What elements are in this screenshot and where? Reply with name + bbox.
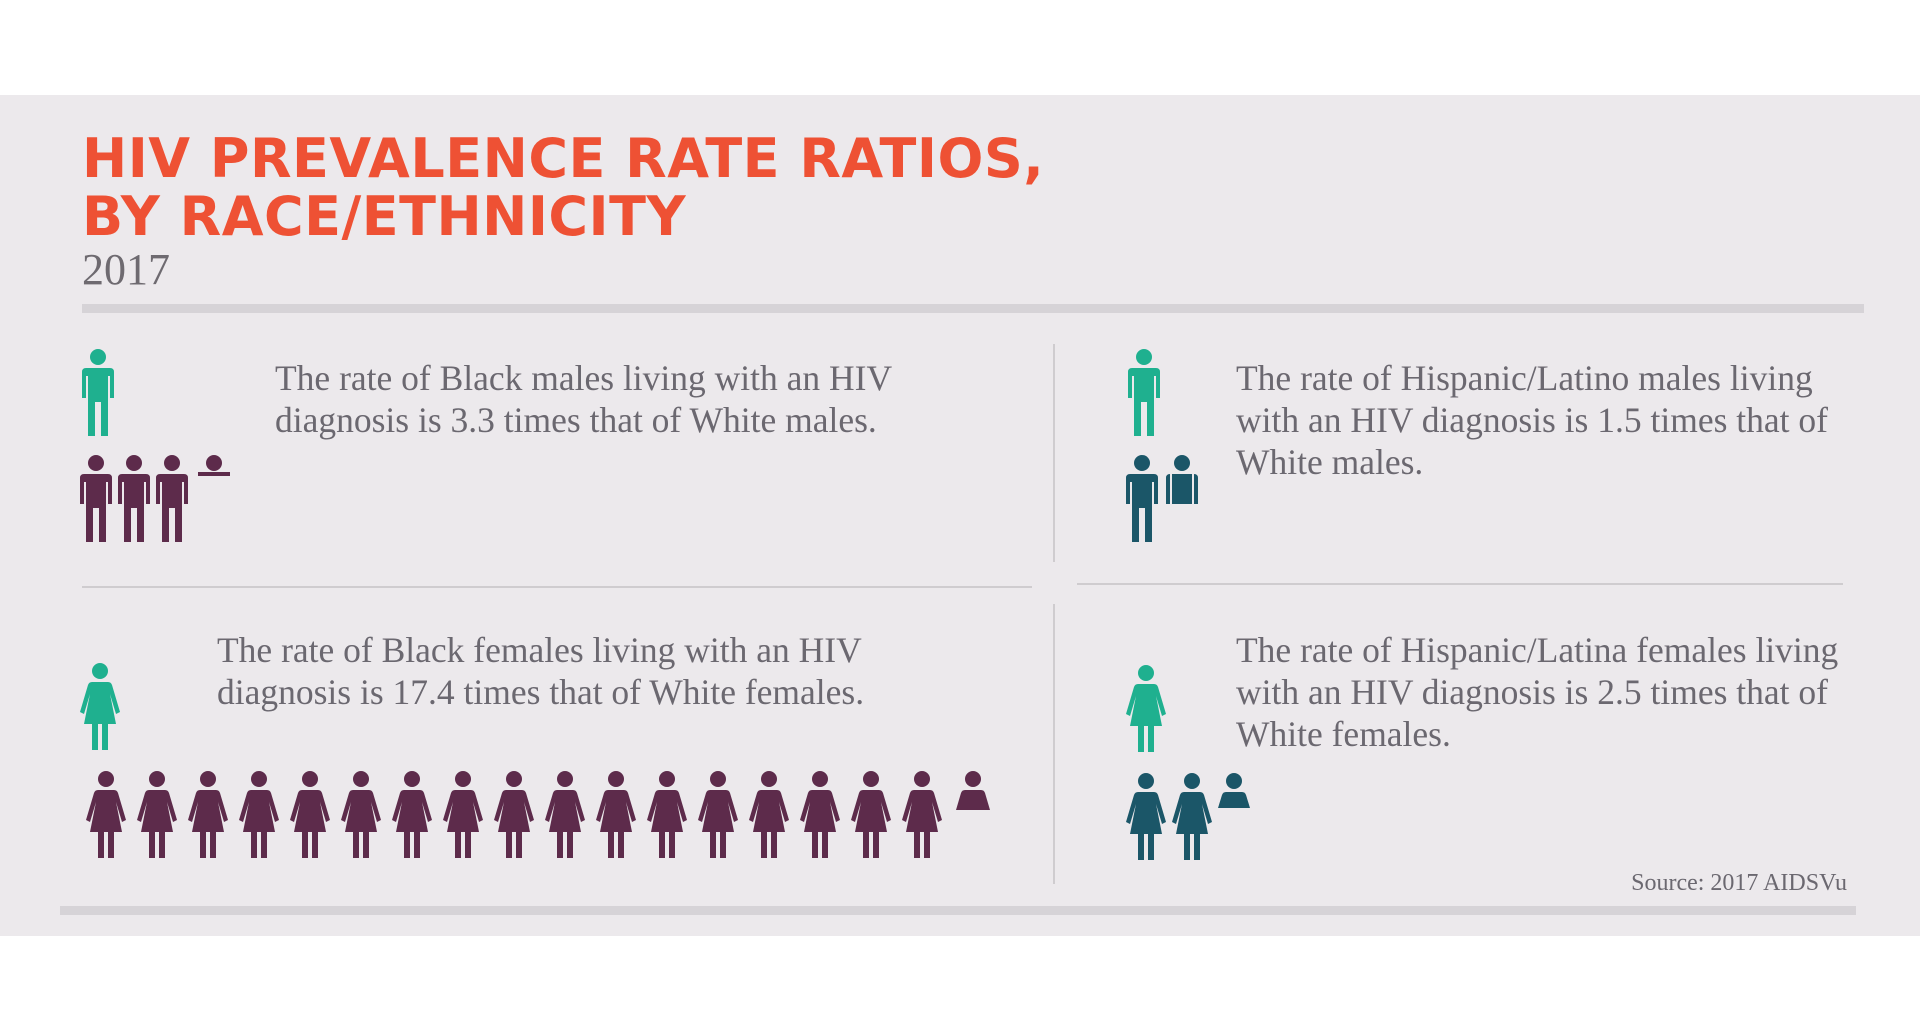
white-male-icon xyxy=(1128,349,1160,436)
icons-black-females xyxy=(80,663,990,858)
title-line-2: BY RACE/ETHNICITY xyxy=(82,185,687,248)
hispanic-female-partial-icon xyxy=(1218,773,1250,808)
black-female-partial-icon xyxy=(956,771,990,810)
statement-hispanic-females: The rate of Hispanic/Latina females livi… xyxy=(1236,630,1839,754)
black-female-icon xyxy=(596,771,636,858)
black-female-icon xyxy=(698,771,738,858)
title-line-1: HIV PREVALENCE RATE RATIOS, xyxy=(82,127,1045,190)
footer-divider xyxy=(60,906,1856,915)
statement-black-males: The rate of Black males living with an H… xyxy=(275,358,892,440)
black-female-icon xyxy=(137,771,177,858)
black-female-icon xyxy=(188,771,228,858)
black-female-icon xyxy=(494,771,534,858)
white-female-icon xyxy=(80,663,120,750)
black-male-icon-1 xyxy=(80,455,112,542)
black-female-icon xyxy=(902,771,942,858)
black-female-icon xyxy=(647,771,687,858)
black-female-icon xyxy=(341,771,381,858)
black-male-partial-icon xyxy=(198,455,230,476)
icons-hispanic-males xyxy=(1126,349,1198,542)
black-female-icon xyxy=(392,771,432,858)
black-female-icon xyxy=(443,771,483,858)
black-male-icon-2 xyxy=(118,455,150,542)
horizontal-divider-left xyxy=(82,586,1032,588)
white-female-icon xyxy=(1126,665,1166,752)
vertical-divider-bottom xyxy=(1053,604,1055,884)
white-male-icon xyxy=(82,349,114,436)
statement-black-females: The rate of Black females living with an… xyxy=(217,630,865,712)
hispanic-male-icon-1 xyxy=(1126,455,1158,542)
source-note: Source: 2017 AIDSVu xyxy=(1631,870,1847,896)
black-female-icon xyxy=(800,771,840,858)
icons-black-males xyxy=(80,349,230,542)
year-label: 2017 xyxy=(82,245,170,294)
vertical-divider-top xyxy=(1053,344,1055,562)
statement-hispanic-males: The rate of Hispanic/Latino males living… xyxy=(1236,358,1828,482)
black-female-icon xyxy=(290,771,330,858)
header-divider xyxy=(82,304,1864,313)
black-male-icon-3 xyxy=(156,455,188,542)
black-female-icon xyxy=(851,771,891,858)
hispanic-female-icon-2 xyxy=(1172,773,1212,860)
black-female-icon xyxy=(86,771,126,858)
infographic-title: HIV PREVALENCE RATE RATIOS, BY RACE/ETHN… xyxy=(82,130,1182,246)
horizontal-divider-right xyxy=(1077,583,1843,585)
black-female-icon xyxy=(749,771,789,858)
hispanic-male-partial-icon xyxy=(1166,455,1198,504)
black-female-row xyxy=(86,771,990,858)
hispanic-female-icon-1 xyxy=(1126,773,1166,860)
black-female-icon xyxy=(239,771,279,858)
black-female-icon xyxy=(545,771,585,858)
icons-hispanic-females xyxy=(1126,665,1250,860)
